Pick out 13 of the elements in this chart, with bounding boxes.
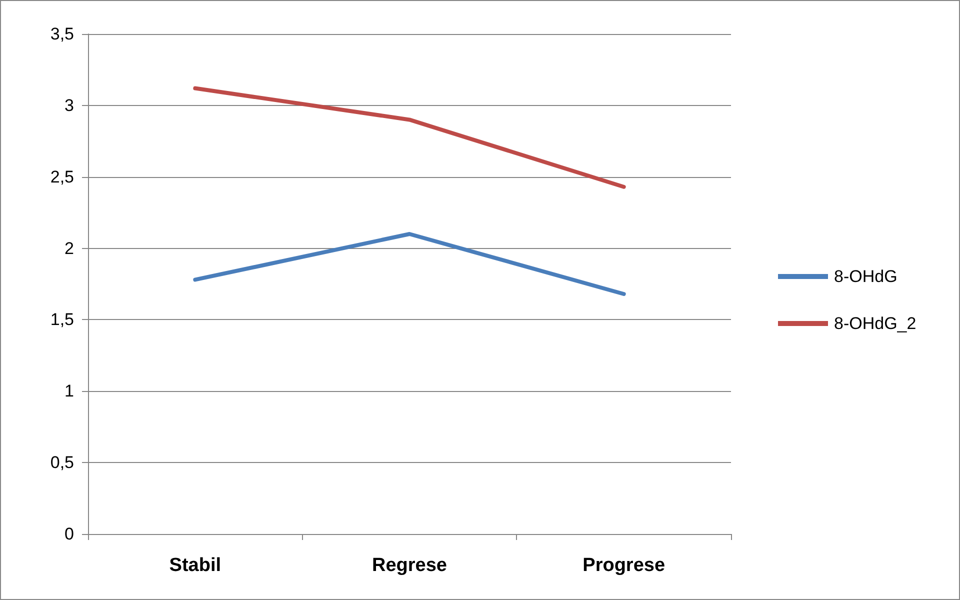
legend-label: 8-OHdG_2 bbox=[834, 314, 916, 333]
x-tick-label: Progrese bbox=[582, 555, 666, 576]
y-tick-label: 0,5 bbox=[50, 453, 74, 472]
x-tick-label: Stabil bbox=[169, 555, 222, 576]
y-tick-label: 2 bbox=[64, 238, 74, 258]
y-tick-label: 2,5 bbox=[50, 167, 74, 186]
y-tick-label: 1 bbox=[64, 382, 74, 401]
y-tick-label: 1,5 bbox=[50, 310, 74, 330]
y-tick-label: 3,5 bbox=[50, 24, 74, 44]
y-tick-label: 3 bbox=[64, 96, 74, 115]
legend-label: 8-OHdG bbox=[834, 267, 898, 286]
y-tick-label: 0 bbox=[64, 524, 74, 544]
x-tick-label: Regrese bbox=[372, 555, 447, 576]
